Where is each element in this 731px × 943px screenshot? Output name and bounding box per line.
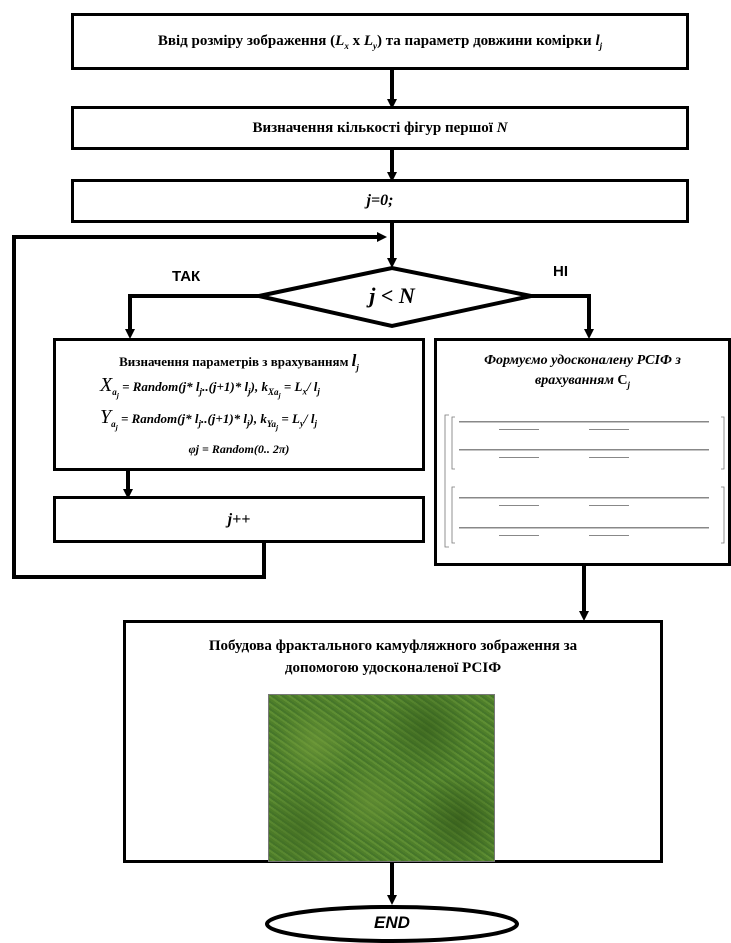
- formula-y: Yaj = Random(j* lj..(j+1)* lj), kYaj = L…: [100, 406, 317, 432]
- init-step-text: j=0;: [366, 192, 394, 209]
- decision-diamond: [258, 265, 532, 329]
- yes-label: ТАК: [172, 268, 201, 285]
- build-title: Побудова фрактального камуфляжного зобра…: [208, 638, 578, 676]
- no-label: НІ: [553, 263, 568, 280]
- rsif-title: Формуємо удосконалену РСІФ з врахуванням…: [484, 353, 681, 390]
- formula-x: Xaj = Random(j* lj..(j+1)* lj), kXaj = L…: [100, 374, 320, 400]
- build-step-box: Побудова фрактального камуфляжного зобра…: [123, 620, 663, 863]
- decision-text: j < N: [369, 283, 415, 308]
- end-label: END: [374, 913, 410, 932]
- rsif-step-box: Формуємо удосконалену РСІФ з врахуванням…: [434, 338, 731, 566]
- formula-phi: φj = Random(0.. 2π): [188, 442, 290, 456]
- camouflage-texture-image: [268, 694, 495, 862]
- count-step-text: Визначення кількості фігур першої N: [252, 119, 508, 136]
- input-step-text: Ввід розміру зображення (Lx x Ly) та пар…: [157, 32, 603, 51]
- params-title: Визначення параметрів з врахуванням lj: [119, 351, 359, 373]
- increment-step-box: j++: [53, 496, 425, 543]
- end-terminator: [265, 905, 519, 943]
- count-step-box: Визначення кількості фігур першої N: [71, 106, 689, 150]
- increment-step-text: j++: [227, 510, 251, 528]
- rsif-equation-image: [444, 414, 725, 548]
- input-step-box: Ввід розміру зображення (Lx x Ly) та пар…: [71, 13, 689, 70]
- init-step-box: j=0;: [71, 179, 689, 223]
- params-step-box: Визначення параметрів з врахуванням lj X…: [53, 338, 425, 471]
